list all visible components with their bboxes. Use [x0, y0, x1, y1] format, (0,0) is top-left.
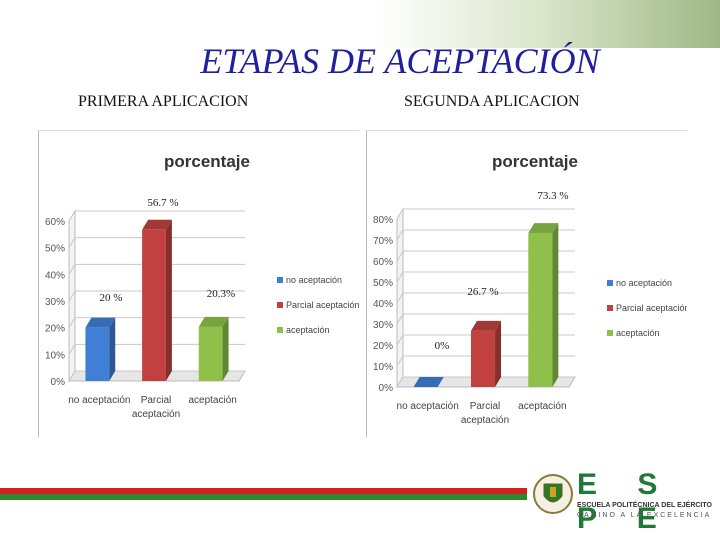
- chart-first-application: porcentaje 0% 10% 20% 30% 40% 50% 60% no aceptac…: [45, 152, 359, 420]
- bar-top: [413, 377, 444, 387]
- chart-second-application: porcentaje 0% 10% 20% 30% 40% 50% 60% 70% 80% no a…: [373, 152, 687, 426]
- legend-swatch: [607, 305, 613, 311]
- bar-front: [85, 327, 110, 381]
- y-tick-label: 10%: [45, 350, 65, 361]
- legend-swatch: [607, 330, 613, 336]
- y-tick-label: 50%: [45, 244, 65, 255]
- bar-side: [165, 219, 172, 381]
- chart-gridline: [68, 317, 245, 328]
- chart-gridline: [68, 290, 245, 302]
- bar-top: [528, 223, 559, 234]
- chart-gridline: [68, 263, 245, 275]
- chart-gridline: [396, 313, 575, 325]
- chart-gridline: [396, 334, 575, 346]
- espe-letters: E S P E: [577, 468, 674, 535]
- bar-top: [85, 317, 116, 328]
- x-category-label: Parcial aceptación: [132, 395, 180, 420]
- data-label: 26.7 %: [467, 286, 498, 298]
- legend-label: Parcial aceptación: [286, 300, 359, 310]
- x-category-label: aceptación: [188, 395, 236, 406]
- bar-front: [528, 233, 553, 387]
- y-tick-label: 50%: [373, 278, 393, 289]
- shield-emblem-icon: [533, 474, 573, 514]
- data-label: 73.3 %: [537, 190, 568, 202]
- chart-gridline: [396, 355, 575, 367]
- bar-2: [142, 219, 172, 381]
- x-category-label: aceptación: [518, 401, 566, 412]
- header-gradient: [0, 0, 720, 48]
- y-tick-label: 60%: [373, 257, 393, 268]
- data-label: 20.3%: [207, 288, 235, 300]
- bar-3: [198, 316, 229, 381]
- y-tick-label: 30%: [45, 297, 65, 308]
- chart-gridline: [396, 229, 575, 241]
- data-label: 56.7 %: [147, 197, 178, 209]
- y-tick-label: 70%: [373, 236, 393, 247]
- x-category-label: Parcial aceptación: [461, 401, 509, 426]
- chart-title: porcentaje: [164, 152, 250, 171]
- y-tick-label: 0%: [51, 377, 66, 388]
- slide-title: ETAPAS DE ACEPTACIÓN: [200, 41, 600, 81]
- bar-front: [198, 326, 223, 381]
- bar-1: [85, 317, 116, 381]
- bar-front: [142, 229, 166, 381]
- y-tick-label: 20%: [373, 341, 393, 352]
- legend-swatch: [277, 327, 283, 333]
- y-tick-label: 40%: [373, 299, 393, 310]
- y-tick-label: 40%: [45, 270, 65, 281]
- chart-title: porcentaje: [492, 152, 578, 171]
- espe-institution: ESCUELA POLITÉCNICA DEL EJÉRCITO: [577, 502, 712, 509]
- legend-label: no aceptación: [616, 278, 672, 288]
- y-tick-label: 80%: [373, 215, 393, 226]
- legend-swatch: [277, 302, 283, 308]
- x-category-label: no aceptación: [68, 395, 130, 406]
- legend-swatch: [277, 277, 283, 283]
- bar-front: [470, 330, 496, 387]
- bar-top: [198, 316, 229, 327]
- chart-gridline: [396, 250, 575, 262]
- chart-gridline: [396, 271, 575, 283]
- chart-gridline: [396, 292, 575, 304]
- x-category-label: no aceptación: [397, 401, 459, 412]
- espe-logo: E S P E ESCUELA POLITÉCNICA DEL EJÉRCITO…: [533, 466, 713, 535]
- y-tick-label: 60%: [45, 217, 65, 228]
- chart-panel-first: porcentaje 0% 10% 20% 30% 40% 50% 60% no aceptac…: [38, 130, 359, 437]
- legend-label: aceptación: [286, 325, 330, 335]
- bar-side: [552, 223, 559, 387]
- y-tick-label: 20%: [45, 324, 65, 335]
- legend-swatch: [607, 280, 613, 286]
- y-tick-label: 0%: [379, 383, 394, 394]
- chart-gridline: [68, 237, 245, 248]
- data-label: 20 %: [100, 292, 123, 304]
- footer-stripe-green: [0, 494, 527, 500]
- legend-label: no aceptación: [286, 275, 342, 285]
- chart-gridline: [68, 343, 245, 355]
- chart-panel-second: porcentaje 0% 10% 20% 30% 40% 50% 60% 70% 80% no a…: [366, 130, 687, 437]
- bar-side: [222, 316, 229, 381]
- chart-gridline: [68, 210, 245, 222]
- bar-top: [470, 320, 502, 331]
- chart-gridline: [396, 376, 575, 388]
- espe-motto: CAMINO A LA EXCELENCIA: [577, 512, 712, 519]
- y-tick-label: 10%: [373, 362, 393, 373]
- footer-stripe-red: [0, 488, 527, 494]
- bar-side: [495, 320, 502, 387]
- bar-2: [470, 320, 502, 387]
- chart-gridline: [396, 208, 575, 220]
- chart-gridline: [68, 370, 245, 382]
- legend-label: aceptación: [616, 328, 660, 338]
- y-tick-label: 30%: [373, 320, 393, 331]
- legend-label: Parcial aceptación: [616, 303, 687, 313]
- left-subtitle: PRIMERA APLICACION: [78, 93, 249, 110]
- bar-1: [413, 377, 444, 387]
- right-subtitle: SEGUNDA APLICACION: [404, 93, 580, 110]
- data-label: 0%: [435, 340, 450, 352]
- bar-side: [109, 317, 116, 381]
- bar-top: [142, 219, 172, 230]
- bar-3: [528, 223, 559, 387]
